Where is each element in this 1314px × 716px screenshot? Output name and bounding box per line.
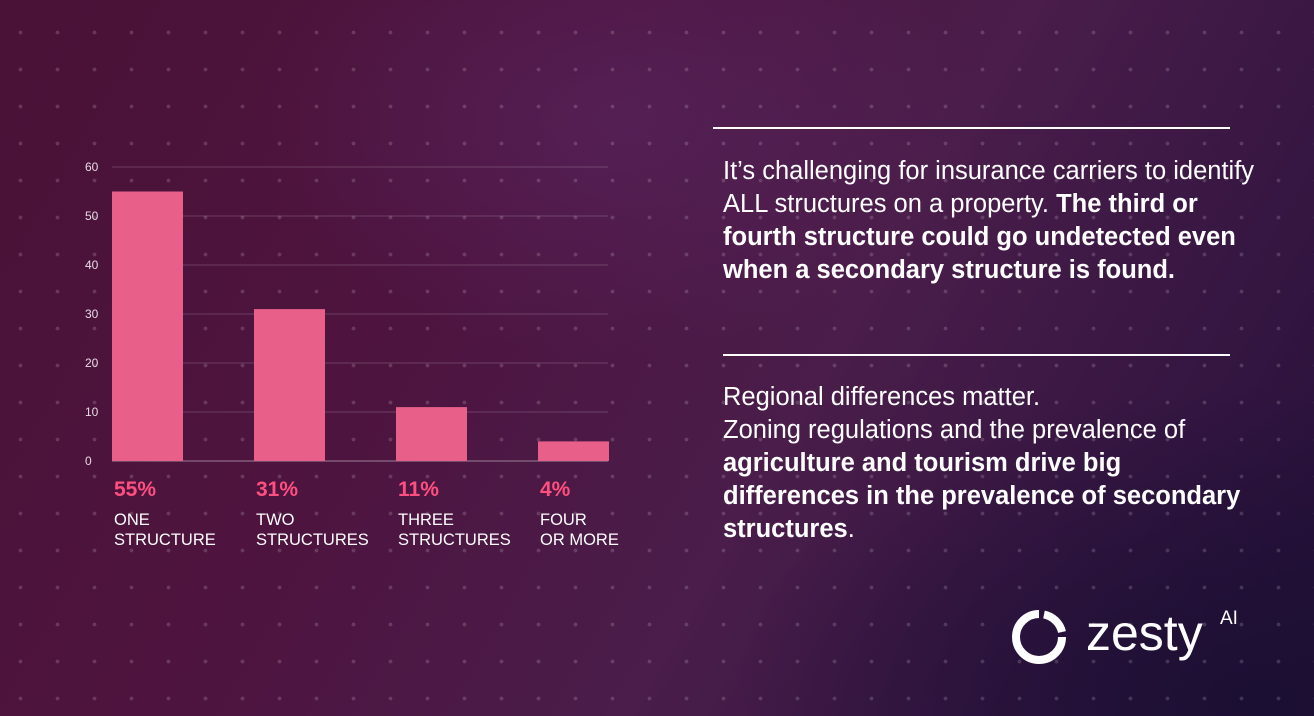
bar-data-label: 55%	[114, 478, 157, 501]
bar	[538, 441, 609, 461]
y-tick-label: 60	[85, 160, 99, 174]
paragraph-regional: Regional differences matter. Zoning regu…	[723, 381, 1263, 546]
chart-gridlines	[112, 166, 608, 462]
bar-data-label: 31%	[256, 478, 299, 501]
paragraph-challenge-bold: The third or fourth structure could go u…	[723, 190, 1236, 284]
y-tick-label: 20	[85, 356, 99, 370]
paragraph-regional-normal: Zoning regulations and the prevalence of	[723, 416, 1186, 444]
bar-data-label: 4%	[540, 478, 571, 501]
chart-bars	[112, 191, 609, 461]
y-tick-label: 10	[85, 405, 99, 419]
category-label: THREE STRUCTURES	[398, 511, 511, 549]
middle-divider	[723, 354, 1230, 356]
category-label: TWO STRUCTURES	[256, 511, 369, 549]
paragraph-challenge-normal: It’s challenging for insurance carriers …	[723, 157, 1255, 218]
bar	[112, 191, 183, 461]
bar-data-label: 11%	[398, 478, 439, 501]
chart-y-axis: 0 10 20 30 40 50 60	[85, 160, 99, 468]
y-tick-label: 40	[85, 258, 99, 272]
bar	[254, 309, 325, 461]
zesty-ring-icon	[1012, 610, 1066, 664]
logo-wordmark: zesty	[1086, 605, 1203, 661]
paragraph-regional-line1: Regional differences matter.	[723, 383, 1041, 411]
bar-chart: 0 10 20 30 40 50 60	[85, 160, 609, 468]
category-label: FOUR OR MORE	[540, 511, 619, 549]
category-label: ONE STRUCTURE	[114, 511, 216, 549]
paragraph-challenge: It’s challenging for insurance carriers …	[723, 155, 1263, 287]
paragraph-regional-bold: agriculture and tourism drive big differ…	[723, 449, 1241, 543]
logo-ai-suffix: AI	[1220, 608, 1238, 629]
bar	[396, 407, 467, 461]
top-divider	[713, 127, 1230, 129]
y-tick-label: 50	[85, 209, 99, 223]
zesty-ai-logo: zesty AI	[1012, 604, 1262, 664]
y-tick-label: 30	[85, 307, 99, 321]
paragraph-regional-end: .	[847, 515, 855, 543]
y-tick-label: 0	[85, 454, 92, 468]
